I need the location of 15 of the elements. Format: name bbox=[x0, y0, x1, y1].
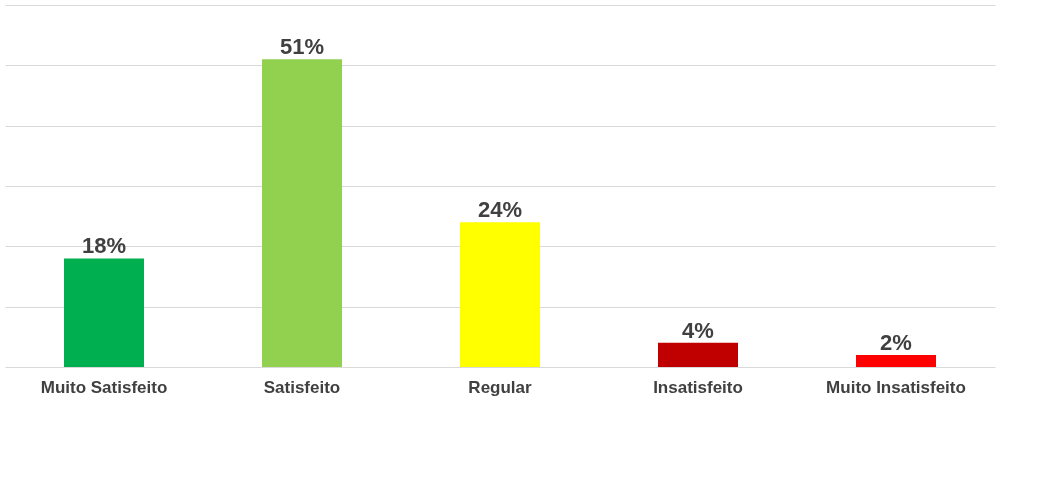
bar bbox=[64, 258, 144, 367]
data-label: 2% bbox=[880, 329, 912, 355]
x-tick-label: Muito Satisfeito bbox=[40, 377, 168, 397]
data-label: 18% bbox=[81, 233, 127, 259]
data-label: 24% bbox=[477, 197, 523, 223]
bar bbox=[856, 354, 936, 367]
bar bbox=[262, 59, 342, 367]
data-label: 4% bbox=[682, 317, 714, 343]
bar bbox=[658, 342, 738, 367]
x-tick-label: Muito Insatisfeito bbox=[826, 377, 966, 397]
data-label: 51% bbox=[279, 34, 325, 60]
x-tick-label: Insatisfeito bbox=[653, 377, 743, 397]
x-tick-label: Regular bbox=[468, 377, 533, 397]
bar bbox=[460, 222, 540, 367]
x-tick-label: Satisfeito bbox=[263, 377, 341, 397]
